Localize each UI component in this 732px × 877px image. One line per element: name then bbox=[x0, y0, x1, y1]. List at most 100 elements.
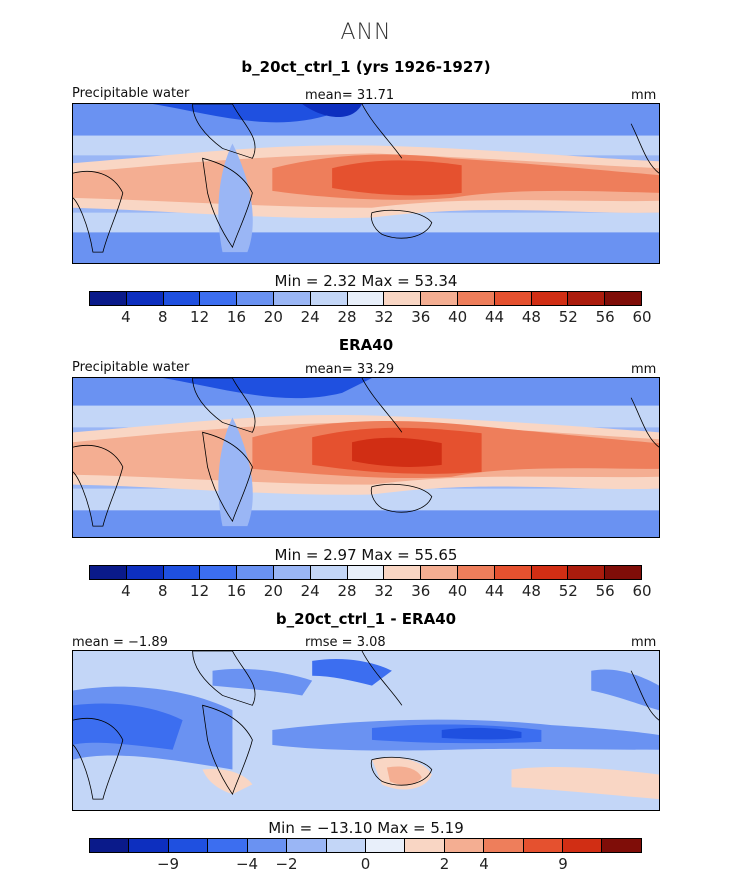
colorbar-swatch bbox=[90, 292, 127, 305]
colorbar-swatch bbox=[287, 839, 327, 852]
panel-1-map-svg bbox=[73, 104, 659, 263]
colorbar-tick-label: 60 bbox=[632, 582, 652, 600]
colorbar-tick-label: 40 bbox=[448, 308, 468, 326]
colorbar-swatch bbox=[310, 566, 348, 579]
colorbar-tick-label: 12 bbox=[190, 582, 210, 600]
colorbar-swatch bbox=[605, 292, 641, 305]
panel-2-map bbox=[72, 377, 660, 538]
panel-3-mean: mean = −1.89 bbox=[72, 635, 168, 650]
colorbar-swatch bbox=[384, 292, 422, 305]
panel-2-colorbar bbox=[89, 565, 642, 580]
colorbar-swatch bbox=[126, 292, 164, 305]
colorbar-tick-label: 4 bbox=[121, 308, 131, 326]
colorbar-swatch bbox=[163, 566, 201, 579]
colorbar-tick-label: 40 bbox=[448, 582, 468, 600]
panel-2-title: ERA40 bbox=[338, 336, 394, 354]
colorbar-tick-label: 56 bbox=[595, 582, 615, 600]
panel-2-map-svg bbox=[73, 378, 659, 537]
colorbar-swatch bbox=[208, 839, 248, 852]
colorbar-swatch bbox=[129, 839, 169, 852]
colorbar-tick-label: 60 bbox=[632, 308, 652, 326]
colorbar-swatch bbox=[168, 839, 209, 852]
panel-3-title: b_20ct_ctrl_1 - ERA40 bbox=[275, 610, 457, 628]
colorbar-swatch bbox=[347, 566, 385, 579]
colorbar-swatch bbox=[90, 839, 130, 852]
colorbar-tick-label: 4 bbox=[121, 582, 131, 600]
colorbar-tick-label: 8 bbox=[157, 308, 168, 326]
colorbar-swatch bbox=[90, 566, 127, 579]
panel-1-field-label: Precipitable water bbox=[72, 86, 190, 101]
colorbar-tick-label: 52 bbox=[558, 582, 578, 600]
colorbar-tick-label: 2 bbox=[439, 855, 450, 873]
colorbar-swatch bbox=[237, 566, 274, 579]
colorbar-tick-label: 44 bbox=[484, 582, 505, 600]
panel-3-colorbar-ticks: −9 −4 −2 0 2 4 9 bbox=[89, 855, 642, 875]
colorbar-tick-label: 56 bbox=[595, 308, 615, 326]
panel-2-mean: mean= 33.29 bbox=[305, 362, 395, 377]
colorbar-tick-label: 4 bbox=[479, 855, 489, 873]
panel-2-units: mm bbox=[631, 362, 657, 377]
colorbar-swatch bbox=[421, 292, 458, 305]
colorbar-swatch bbox=[484, 839, 524, 852]
colorbar-swatch bbox=[421, 566, 458, 579]
panel-2-minmax: Min = 2.97 Max = 55.65 bbox=[274, 546, 458, 564]
colorbar-tick-label: 52 bbox=[558, 308, 578, 326]
colorbar-tick-label: 16 bbox=[226, 582, 246, 600]
panel-3-colorbar bbox=[89, 838, 642, 853]
colorbar-tick-label: 28 bbox=[337, 308, 357, 326]
colorbar-swatch bbox=[568, 292, 606, 305]
colorbar-tick-label: 12 bbox=[190, 308, 210, 326]
colorbar-swatch bbox=[310, 292, 348, 305]
colorbar-swatch bbox=[273, 566, 311, 579]
colorbar-swatch bbox=[273, 292, 311, 305]
panel-1-mean: mean= 31.71 bbox=[305, 88, 395, 103]
colorbar-tick-label: 36 bbox=[411, 308, 431, 326]
colorbar-swatch bbox=[531, 292, 569, 305]
panel-1-minmax: Min = 2.32 Max = 53.34 bbox=[274, 272, 458, 290]
colorbar-tick-label: 0 bbox=[360, 855, 371, 873]
colorbar-swatch bbox=[563, 839, 603, 852]
panel-3-minmax: Min = −13.10 Max = 5.19 bbox=[268, 819, 464, 837]
colorbar-swatch bbox=[494, 566, 532, 579]
colorbar-swatch bbox=[163, 292, 201, 305]
colorbar-tick-label: 24 bbox=[300, 582, 320, 600]
panel-3-map-svg bbox=[73, 651, 659, 810]
panel-2-field-label: Precipitable water bbox=[72, 360, 190, 375]
panel-1-units: mm bbox=[631, 88, 657, 103]
panel-3-units: mm bbox=[631, 635, 657, 650]
colorbar-tick-label: 20 bbox=[263, 308, 283, 326]
colorbar-swatch bbox=[247, 839, 288, 852]
colorbar-tick-label: 20 bbox=[263, 582, 283, 600]
colorbar-tick-label: −4 bbox=[235, 855, 259, 873]
colorbar-tick-label: 16 bbox=[226, 308, 246, 326]
colorbar-swatch bbox=[457, 292, 495, 305]
colorbar-tick-label: 36 bbox=[411, 582, 431, 600]
colorbar-swatch bbox=[384, 566, 422, 579]
colorbar-swatch bbox=[200, 292, 238, 305]
panel-2-colorbar-ticks: 4 8 12 16 20 24 28 32 36 40 44 48 52 56 60 bbox=[89, 582, 651, 602]
colorbar-tick-label: 48 bbox=[521, 582, 541, 600]
panel-1-colorbar-ticks: 4 8 12 16 20 24 28 32 36 40 44 48 52 56 60 bbox=[89, 308, 651, 328]
colorbar-tick-label: 32 bbox=[374, 308, 394, 326]
main-title: ANN bbox=[340, 20, 392, 45]
colorbar-swatch bbox=[602, 839, 641, 852]
colorbar-swatch bbox=[605, 566, 641, 579]
colorbar-swatch bbox=[405, 839, 445, 852]
panel-1-colorbar bbox=[89, 291, 642, 306]
colorbar-swatch bbox=[444, 839, 485, 852]
colorbar-tick-label: 24 bbox=[300, 308, 320, 326]
colorbar-swatch bbox=[365, 839, 406, 852]
colorbar-swatch bbox=[531, 566, 569, 579]
colorbar-tick-label: 44 bbox=[484, 308, 505, 326]
colorbar-tick-label: 28 bbox=[337, 582, 357, 600]
panel-1-map bbox=[72, 103, 660, 264]
colorbar-tick-label: −9 bbox=[156, 855, 180, 873]
colorbar-tick-label: 8 bbox=[157, 582, 168, 600]
colorbar-swatch bbox=[326, 839, 366, 852]
colorbar-swatch bbox=[523, 839, 564, 852]
panel-3-map bbox=[72, 650, 660, 811]
panel-1-title: b_20ct_ctrl_1 (yrs 1926-1927) bbox=[241, 58, 491, 76]
colorbar-swatch bbox=[237, 292, 274, 305]
colorbar-tick-label: 48 bbox=[521, 308, 541, 326]
colorbar-tick-label: 32 bbox=[374, 582, 394, 600]
